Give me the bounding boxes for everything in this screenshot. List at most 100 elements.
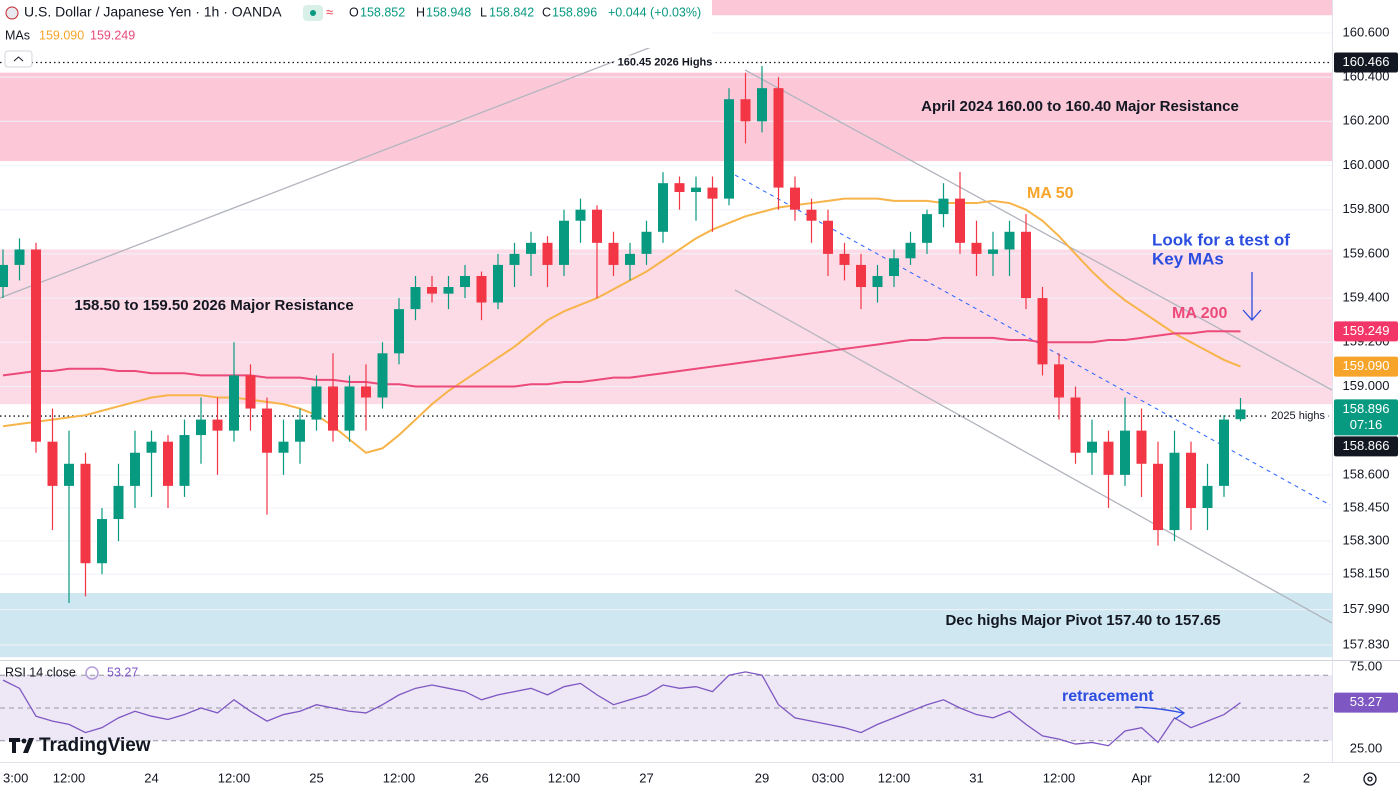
candle-body [1021, 231, 1031, 299]
annotation: Look for a test of [1152, 230, 1290, 249]
candle-body [575, 209, 586, 221]
price-tag-label: 159.090 [1343, 358, 1390, 373]
trendline [734, 289, 1332, 624]
price-tag-label: 158.866 [1343, 438, 1390, 453]
candle-body [97, 519, 107, 564]
candle-body [839, 253, 850, 265]
x-tick-label: 31 [969, 770, 983, 785]
trendline [744, 69, 1332, 391]
x-tick-label: 26 [474, 770, 488, 785]
candle-body [311, 386, 322, 420]
arrow [1134, 706, 1184, 714]
candle-body [0, 264, 8, 288]
zone [0, 249, 1332, 405]
ohlc-value: 158.948 [426, 5, 471, 19]
annotation: MA 50 [1027, 185, 1074, 202]
y-tick-label: 160.600 [1343, 24, 1390, 39]
price-tag [1334, 356, 1398, 377]
candle-body [971, 242, 982, 254]
rsi-line [2, 671, 1241, 747]
candle-body [559, 220, 569, 265]
candle-body [460, 275, 470, 288]
rsi-legend: RSI 14 close [5, 665, 76, 679]
candle-body [658, 183, 668, 232]
candle-body [1054, 364, 1064, 398]
logo-icon [9, 738, 34, 753]
x-tick-label: 12:00 [878, 770, 911, 785]
candle-body [278, 441, 289, 453]
line-label-bg [1268, 408, 1329, 423]
y-tick-label: 158.150 [1343, 566, 1390, 581]
x-tick-label: 12:00 [53, 770, 86, 785]
settings-icon[interactable] [1363, 772, 1377, 786]
ohlc-key: O [349, 5, 359, 19]
candle-body [757, 88, 767, 122]
collapse-button[interactable] [4, 50, 33, 68]
line-label-bg [614, 55, 716, 70]
symbol-title: U.S. Dollar / Japanese Yen · 1h · OANDA [24, 4, 282, 20]
gear-hub [1367, 776, 1373, 782]
annotation: retracement [1062, 688, 1154, 705]
y-tick-label: 159.600 [1343, 245, 1390, 260]
price-tag-label: 158.896 [1343, 401, 1390, 416]
line-label: 2025 highs [1271, 410, 1325, 422]
candle-body [31, 249, 41, 442]
candle-body [245, 375, 256, 409]
trendline [0, 35, 681, 299]
zone [0, 593, 1332, 658]
candle-body [542, 242, 553, 265]
x-tick-label: 3:00 [3, 770, 28, 785]
candle-body [1169, 452, 1180, 531]
candle-body [691, 187, 701, 193]
price-tag [1334, 52, 1398, 73]
ma-legend: MAs [5, 28, 30, 42]
candle-body [641, 231, 652, 254]
candle-body [674, 183, 685, 193]
annotation: Key MAs [1152, 249, 1224, 268]
price-tag-countdown: 07:16 [1350, 417, 1383, 432]
candle-body [1120, 430, 1130, 475]
candle-body [773, 88, 784, 188]
candle-body [229, 375, 239, 431]
candle-body [1153, 463, 1163, 531]
candle-body [377, 353, 388, 398]
candle-body [1087, 441, 1097, 453]
candle-body [80, 463, 91, 564]
header-bg [0, 0, 712, 48]
price-tag-label: 160.466 [1343, 54, 1390, 69]
candle-body [163, 441, 173, 486]
gear[interactable] [1363, 772, 1377, 786]
ohlc-key: C [542, 5, 551, 19]
y-tick-label: 75.00 [1350, 658, 1383, 673]
ohlc-value: 158.842 [489, 5, 534, 19]
candle-body [146, 441, 157, 453]
trendline [734, 174, 1331, 506]
zone-label: April 2024 160.00 to 160.40 Major Resist… [921, 98, 1239, 115]
candle-body [394, 309, 404, 354]
candle-body [790, 187, 800, 210]
candle-body [1037, 298, 1048, 365]
x-tick-label: 12:00 [1043, 770, 1076, 785]
arrow-head [1174, 706, 1186, 720]
candle-body [988, 249, 998, 254]
moving-average [2, 330, 1241, 388]
wave-icon: ≈ [326, 4, 333, 19]
candle-body [608, 242, 619, 265]
candle-body [64, 463, 74, 486]
ohlc-key: H [416, 5, 425, 19]
candle-body [1186, 452, 1196, 508]
candle-body [625, 253, 635, 265]
zone [0, 72, 1332, 162]
candle-body [328, 386, 338, 431]
candle-body [1219, 419, 1229, 486]
candle-body [14, 249, 25, 265]
candle-body [823, 220, 833, 254]
candle-body [509, 253, 520, 265]
candle-body [1202, 485, 1213, 508]
candle-body [856, 264, 866, 288]
x-tick-label: 2 [1303, 770, 1310, 785]
candle-body [592, 209, 602, 243]
plot [0, 61, 1332, 603]
labels: April 2024 160.00 to 160.40 Major Resist… [74, 52, 1398, 713]
